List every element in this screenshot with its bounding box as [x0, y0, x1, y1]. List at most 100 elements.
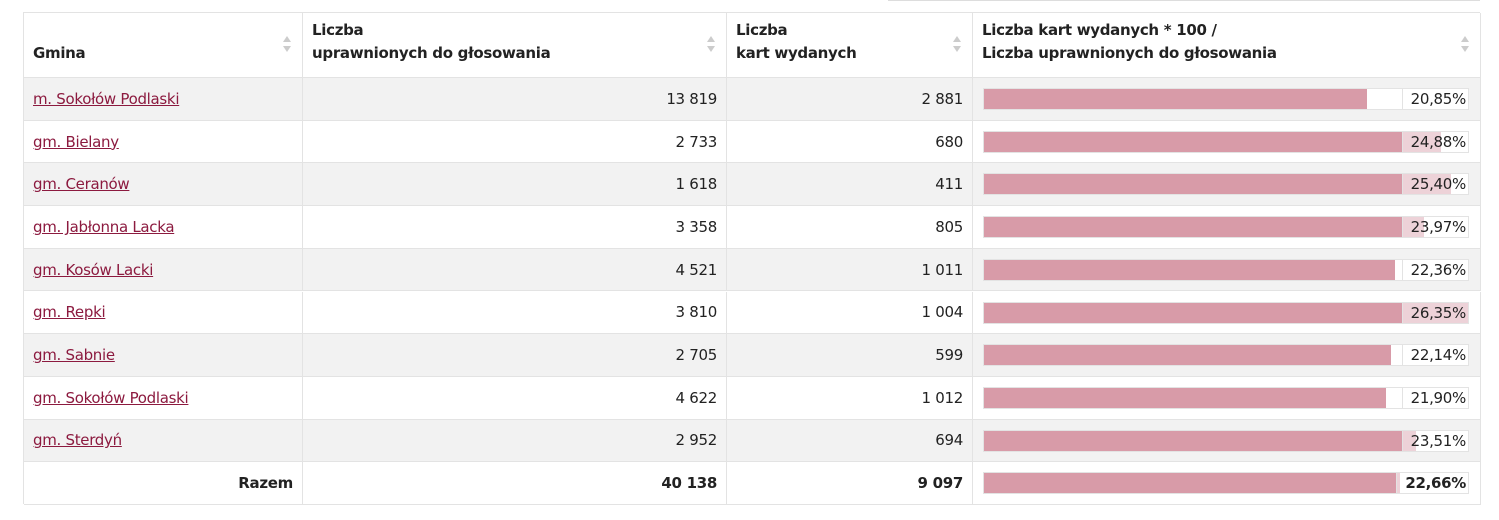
table-cell: 599 [727, 334, 973, 377]
cell-text: 599 [935, 346, 963, 365]
percent-label: 23,97% [1401, 217, 1468, 238]
bar-fill [984, 387, 1387, 408]
header-text: Liczba uprawnionych do głosowania [312, 21, 551, 62]
table-cell: gm. Sterdyń [24, 419, 303, 463]
header-text: Gmina [33, 44, 86, 62]
table-cell: 4 622 [303, 376, 727, 420]
bar-fill [984, 89, 1367, 109]
cell-text: 3 358 [675, 217, 718, 236]
table-cell: 680 [727, 120, 973, 164]
percent-label: 25,40% [1401, 174, 1468, 195]
table-cell: 4 521 [303, 248, 727, 292]
bar-fill [984, 131, 1441, 152]
gmina-link[interactable]: m. Sokołów Podlaski [33, 89, 180, 108]
table-cell: 9 097 [727, 462, 973, 505]
percent-label: 20,85% [1401, 89, 1468, 109]
header-text: Liczba kart wydanych [736, 21, 857, 62]
percent-label: 22,14% [1401, 345, 1468, 366]
sort-icon[interactable] [952, 35, 962, 53]
table: Gmina Liczba uprawnionych do głosowania Li… [23, 12, 1481, 505]
table-cell: Razem [24, 462, 303, 505]
sort-icon[interactable] [282, 35, 292, 53]
table-cell: gm. Sabnie [24, 334, 303, 377]
cell-text: 680 [935, 132, 963, 151]
percent-label: 23,51% [1401, 430, 1468, 451]
bar-fill [984, 174, 1451, 195]
bar-track: 23,51% [983, 429, 1469, 452]
bar-track: 22,66% [983, 472, 1469, 495]
table-cell: gm. Kosów Lacki [24, 248, 303, 292]
table-cell: gm. Bielany [24, 120, 303, 164]
cell-text: 805 [935, 217, 963, 236]
table-cell: 22,36% [973, 248, 1481, 292]
bar-track: 24,88% [983, 130, 1469, 153]
bar-track: 22,14% [983, 344, 1469, 367]
cell-text: 2 881 [921, 89, 964, 108]
table-cell: 3 810 [303, 291, 727, 335]
bar-fill [984, 430, 1416, 451]
table-cell: gm. Ceranów [24, 163, 303, 207]
gmina-link[interactable]: gm. Kosów Lacki [33, 260, 154, 279]
bar-track: 21,90% [983, 386, 1469, 409]
table-cell: 13 819 [303, 78, 727, 121]
table-cell: 805 [727, 206, 973, 249]
cell-text: 4 622 [675, 388, 718, 407]
header-cell[interactable]: Liczba uprawnionych do głosowania [303, 13, 727, 78]
cell-text: 9 097 [917, 474, 964, 493]
cell-text: 40 138 [661, 474, 717, 493]
gmina-link[interactable]: gm. Ceranów [33, 175, 130, 194]
cell-text: 1 011 [921, 260, 964, 279]
table-cell: 26,35% [973, 291, 1481, 335]
percent-label: 22,36% [1401, 259, 1468, 280]
percent-label: 24,88% [1401, 131, 1468, 152]
cell-text: 3 810 [675, 303, 718, 322]
cell-text: 2 733 [675, 132, 718, 151]
table-cell: 1 618 [303, 163, 727, 207]
header-cell[interactable]: Gmina [24, 13, 303, 78]
header-cell[interactable]: Liczba kart wydanych [727, 13, 973, 78]
gmina-link[interactable]: gm. Repki [33, 303, 106, 322]
cell-text: 13 819 [666, 89, 717, 108]
gmina-link[interactable]: gm. Sabnie [33, 346, 115, 365]
table-cell: 22,14% [973, 334, 1481, 377]
gmina-link[interactable]: gm. Jabłonna Lacka [33, 217, 175, 236]
percent-label: 26,35% [1401, 302, 1468, 323]
gmina-link[interactable]: gm. Sokołów Podlaski [33, 388, 189, 407]
cell-text: 4 521 [675, 260, 718, 279]
cell-text: 1 618 [675, 175, 718, 194]
table-cell: 21,90% [973, 376, 1481, 420]
header-text: Liczba kart wydanych * 100 / Liczba upra… [982, 21, 1277, 62]
search-border [888, 0, 1480, 1]
table-cell: 24,88% [973, 120, 1481, 164]
table-cell: 23,51% [973, 419, 1481, 463]
table-cell: 1 012 [727, 376, 973, 420]
table-cell: m. Sokołów Podlaski [24, 78, 303, 121]
table-cell: 20,85% [973, 78, 1481, 121]
cell-text: 411 [935, 175, 963, 194]
bar-fill [984, 217, 1425, 238]
table-cell: 23,97% [973, 206, 1481, 249]
percent-label: 21,90% [1401, 387, 1468, 408]
gmina-link[interactable]: gm. Sterdyń [33, 431, 122, 450]
cell-text: 1 012 [921, 388, 964, 407]
bar-track: 22,36% [983, 258, 1469, 281]
percent-label: 22,66% [1396, 473, 1468, 494]
table-cell: 694 [727, 419, 973, 463]
table-cell: 1 004 [727, 291, 973, 335]
bar-fill [984, 302, 1468, 323]
table-cell: 1 011 [727, 248, 973, 292]
gmina-link[interactable]: gm. Bielany [33, 132, 119, 151]
table-cell: 3 358 [303, 206, 727, 249]
bar-track: 25,40% [983, 173, 1469, 196]
table-cell: 2 881 [727, 78, 973, 121]
header-cell[interactable]: Liczba kart wydanych * 100 / Liczba upra… [973, 13, 1481, 78]
bar-track: 23,97% [983, 216, 1469, 239]
table-cell: 25,40% [973, 163, 1481, 207]
sort-icon[interactable] [1460, 35, 1470, 53]
table-cell: 2 705 [303, 334, 727, 377]
table-cell: 2 952 [303, 419, 727, 463]
table-cell: gm. Jabłonna Lacka [24, 206, 303, 249]
cell-text: 694 [935, 431, 963, 450]
sort-icon[interactable] [706, 35, 716, 53]
